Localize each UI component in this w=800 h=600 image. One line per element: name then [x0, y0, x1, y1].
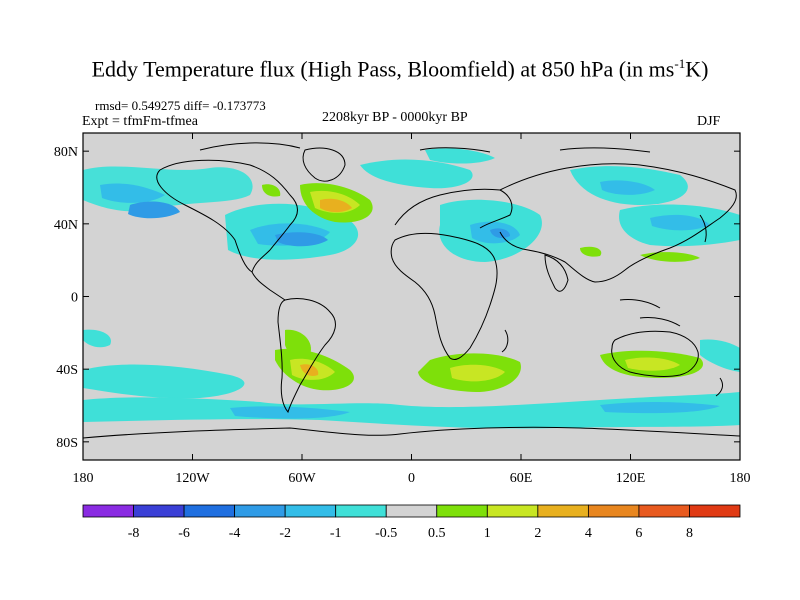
lat-tick-label: 40S	[56, 363, 78, 378]
colorbar-swatch	[537, 504, 589, 518]
colorbar-label: 6	[635, 526, 642, 541]
lon-tick-label: 60W	[288, 471, 316, 486]
lon-tick-label: 60E	[510, 471, 533, 486]
figure-title-superscript: -1	[674, 56, 686, 71]
colorbar-label: 4	[585, 526, 592, 541]
lat-tick-label: 0	[71, 291, 78, 306]
colorbar-swatch	[486, 504, 539, 518]
colorbar-swatch	[183, 504, 236, 518]
lat-tick-label: 40N	[54, 218, 78, 233]
lon-tick-label: 120W	[175, 471, 210, 486]
flux-shading	[83, 148, 740, 429]
colorbar: -8 -6 -4 -2 -1 -0.5 0.5 1 2 4 6 8	[82, 504, 741, 541]
colorbar-label: -4	[229, 526, 241, 541]
lat-tick-label: 80N	[54, 145, 78, 160]
lon-tick-label: 0	[408, 471, 415, 486]
figure-title-end: K)	[685, 56, 709, 82]
latitude-axis: 80N 40N 0 40S 80S	[54, 145, 740, 451]
colorbar-swatch	[284, 504, 337, 518]
colorbar-swatch	[133, 504, 185, 518]
colorbar-swatch	[587, 504, 640, 518]
lon-tick-label: 120E	[616, 471, 646, 486]
colorbar-label: 1	[484, 526, 491, 541]
colorbar-label: -6	[178, 526, 190, 541]
colorbar-swatch	[638, 504, 690, 518]
longitude-axis: 180 120W 60W 0 60E 120E 180	[73, 133, 751, 486]
colorbar-label: -1	[330, 526, 342, 541]
stats-label: rmsd= 0.549275 diff= -0.173773	[95, 98, 266, 113]
lat-tick-label: 80S	[56, 436, 78, 451]
colorbar-label: -0.5	[375, 526, 397, 541]
season-label: DJF	[697, 114, 721, 129]
figure-title-main: Eddy Temperature flux (High Pass, Bloomf…	[91, 56, 675, 82]
colorbar-swatch	[234, 504, 286, 518]
colorbar-label: 8	[686, 526, 693, 541]
experiment-label: Expt = tfmFm-tfmea	[82, 114, 198, 129]
colorbar-label: -8	[128, 526, 140, 541]
colorbar-swatch	[436, 504, 488, 518]
colorbar-swatch	[82, 504, 134, 518]
colorbar-label: 0.5	[428, 526, 446, 541]
colorbar-label: 2	[534, 526, 541, 541]
colorbar-swatch	[335, 504, 387, 518]
period-label: 2208kyr BP - 0000kyr BP	[322, 110, 468, 125]
figure-title: Eddy Temperature flux (High Pass, Bloomf…	[0, 56, 800, 82]
colorbar-label: -2	[279, 526, 291, 541]
colorbar-swatch	[689, 504, 741, 518]
lon-tick-label: 180	[73, 471, 94, 486]
coastlines	[83, 142, 740, 439]
colorbar-swatch	[385, 504, 438, 518]
lon-tick-label: 180	[730, 471, 751, 486]
